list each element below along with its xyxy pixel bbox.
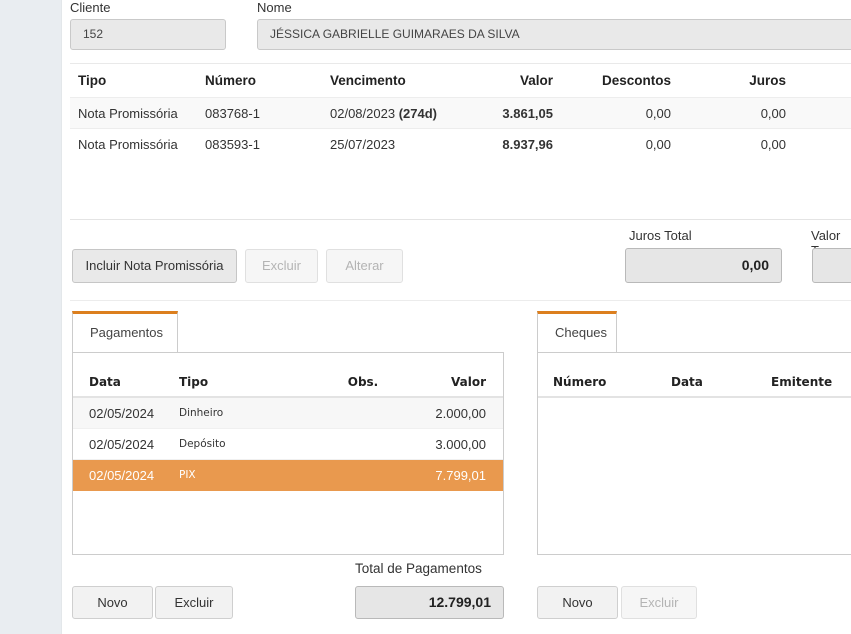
- cell-tipo: Depósito: [179, 438, 226, 450]
- client-field[interactable]: 152: [70, 19, 226, 50]
- cell-tipo: Nota Promissória: [78, 105, 178, 121]
- col-header-numero: Número: [205, 73, 257, 88]
- alterar-nota-button[interactable]: Alterar: [326, 249, 403, 283]
- left-sidebar-strip: [0, 0, 62, 634]
- total-pagamentos-label: Total de Pagamentos: [355, 561, 482, 576]
- col-header-tipo: Tipo: [78, 73, 107, 88]
- novo-cheque-button[interactable]: Novo: [537, 586, 618, 619]
- client-label: Cliente: [70, 0, 111, 15]
- payments-table-header: Data Tipo Obs. Valor: [73, 367, 503, 398]
- col-header-descontos: Descontos: [601, 73, 671, 88]
- cell-tipo: PIX: [179, 469, 196, 481]
- col-header-data: Data: [89, 374, 121, 389]
- excluir-cheque-button[interactable]: Excluir: [621, 586, 697, 619]
- cell-numero: 083768-1: [205, 105, 260, 121]
- cell-numero: 083593-1: [205, 136, 260, 152]
- col-header-vencimento: Vencimento: [330, 73, 406, 88]
- payments-panel: Data Tipo Obs. Valor 02/05/2024 Dinheiro…: [72, 352, 504, 555]
- cell-juros: 0,00: [760, 105, 786, 121]
- col-header-emitente: Emitente: [771, 374, 833, 389]
- cell-data: 02/05/2024: [89, 467, 155, 483]
- table-row[interactable]: Nota Promissória 083768-1 02/08/2023 (27…: [70, 97, 851, 128]
- tab-cheques[interactable]: Cheques: [537, 311, 617, 352]
- notes-table-header: Tipo Número Vencimento Valor Descontos J…: [70, 64, 851, 97]
- col-header-numero: Número: [553, 374, 607, 389]
- excluir-pagamento-button[interactable]: Excluir: [155, 586, 233, 619]
- name-label: Nome: [257, 0, 292, 15]
- novo-pagamento-button[interactable]: Novo: [72, 586, 153, 619]
- divider: [70, 219, 851, 220]
- col-header-juros: Juros: [749, 73, 786, 88]
- cell-valor: 3.861,05: [502, 105, 553, 121]
- cheques-panel: Número Data Emitente: [537, 352, 851, 555]
- col-header-tipo: Tipo: [179, 374, 209, 389]
- cell-descontos: 0,00: [645, 105, 671, 121]
- excluir-nota-button[interactable]: Excluir: [245, 249, 318, 283]
- incluir-nota-promissoria-button[interactable]: Incluir Nota Promissória: [72, 249, 237, 283]
- cell-tipo: Dinheiro: [179, 407, 224, 419]
- cheques-table-header: Número Data Emitente: [538, 367, 851, 398]
- cell-valor: 2.000,00: [435, 405, 486, 421]
- cell-valor: 7.799,01: [435, 467, 486, 483]
- cell-valor: 8.937,96: [502, 136, 553, 152]
- cell-data: 02/05/2024: [89, 436, 155, 452]
- col-header-valor: Valor: [450, 374, 486, 389]
- cell-valor: 3.000,00: [435, 436, 486, 452]
- cell-vencimento: 25/07/2023: [330, 136, 396, 152]
- col-header-obs: Obs.: [347, 374, 379, 389]
- total-pagamentos-field[interactable]: 12.799,01: [355, 586, 504, 619]
- juros-total-label: Juros Total: [629, 228, 692, 243]
- payment-row[interactable]: 02/05/2024 Dinheiro 2.000,00: [73, 398, 503, 429]
- cell-tipo: Nota Promissória: [78, 136, 178, 152]
- cell-descontos: 0,00: [645, 136, 671, 152]
- payment-row-selected[interactable]: 02/05/2024 PIX 7.799,01: [73, 460, 503, 491]
- payment-row[interactable]: 02/05/2024 Depósito 3.000,00: [73, 429, 503, 460]
- cell-data: 02/05/2024: [89, 405, 155, 421]
- col-header-valor: Valor: [519, 73, 553, 88]
- cell-vencimento: 02/08/2023 (274d): [330, 105, 437, 121]
- divider: [70, 300, 851, 301]
- tab-pagamentos[interactable]: Pagamentos: [72, 311, 178, 352]
- cell-juros: 0,00: [760, 136, 786, 152]
- valor-total-field[interactable]: [812, 248, 851, 283]
- name-field[interactable]: JÉSSICA GABRIELLE GUIMARAES DA SILVA: [257, 19, 851, 50]
- notes-table: Tipo Número Vencimento Valor Descontos J…: [70, 63, 851, 159]
- col-header-data: Data: [671, 374, 703, 389]
- table-row[interactable]: Nota Promissória 083593-1 25/07/2023 8.9…: [70, 128, 851, 159]
- juros-total-field[interactable]: 0,00: [625, 248, 782, 283]
